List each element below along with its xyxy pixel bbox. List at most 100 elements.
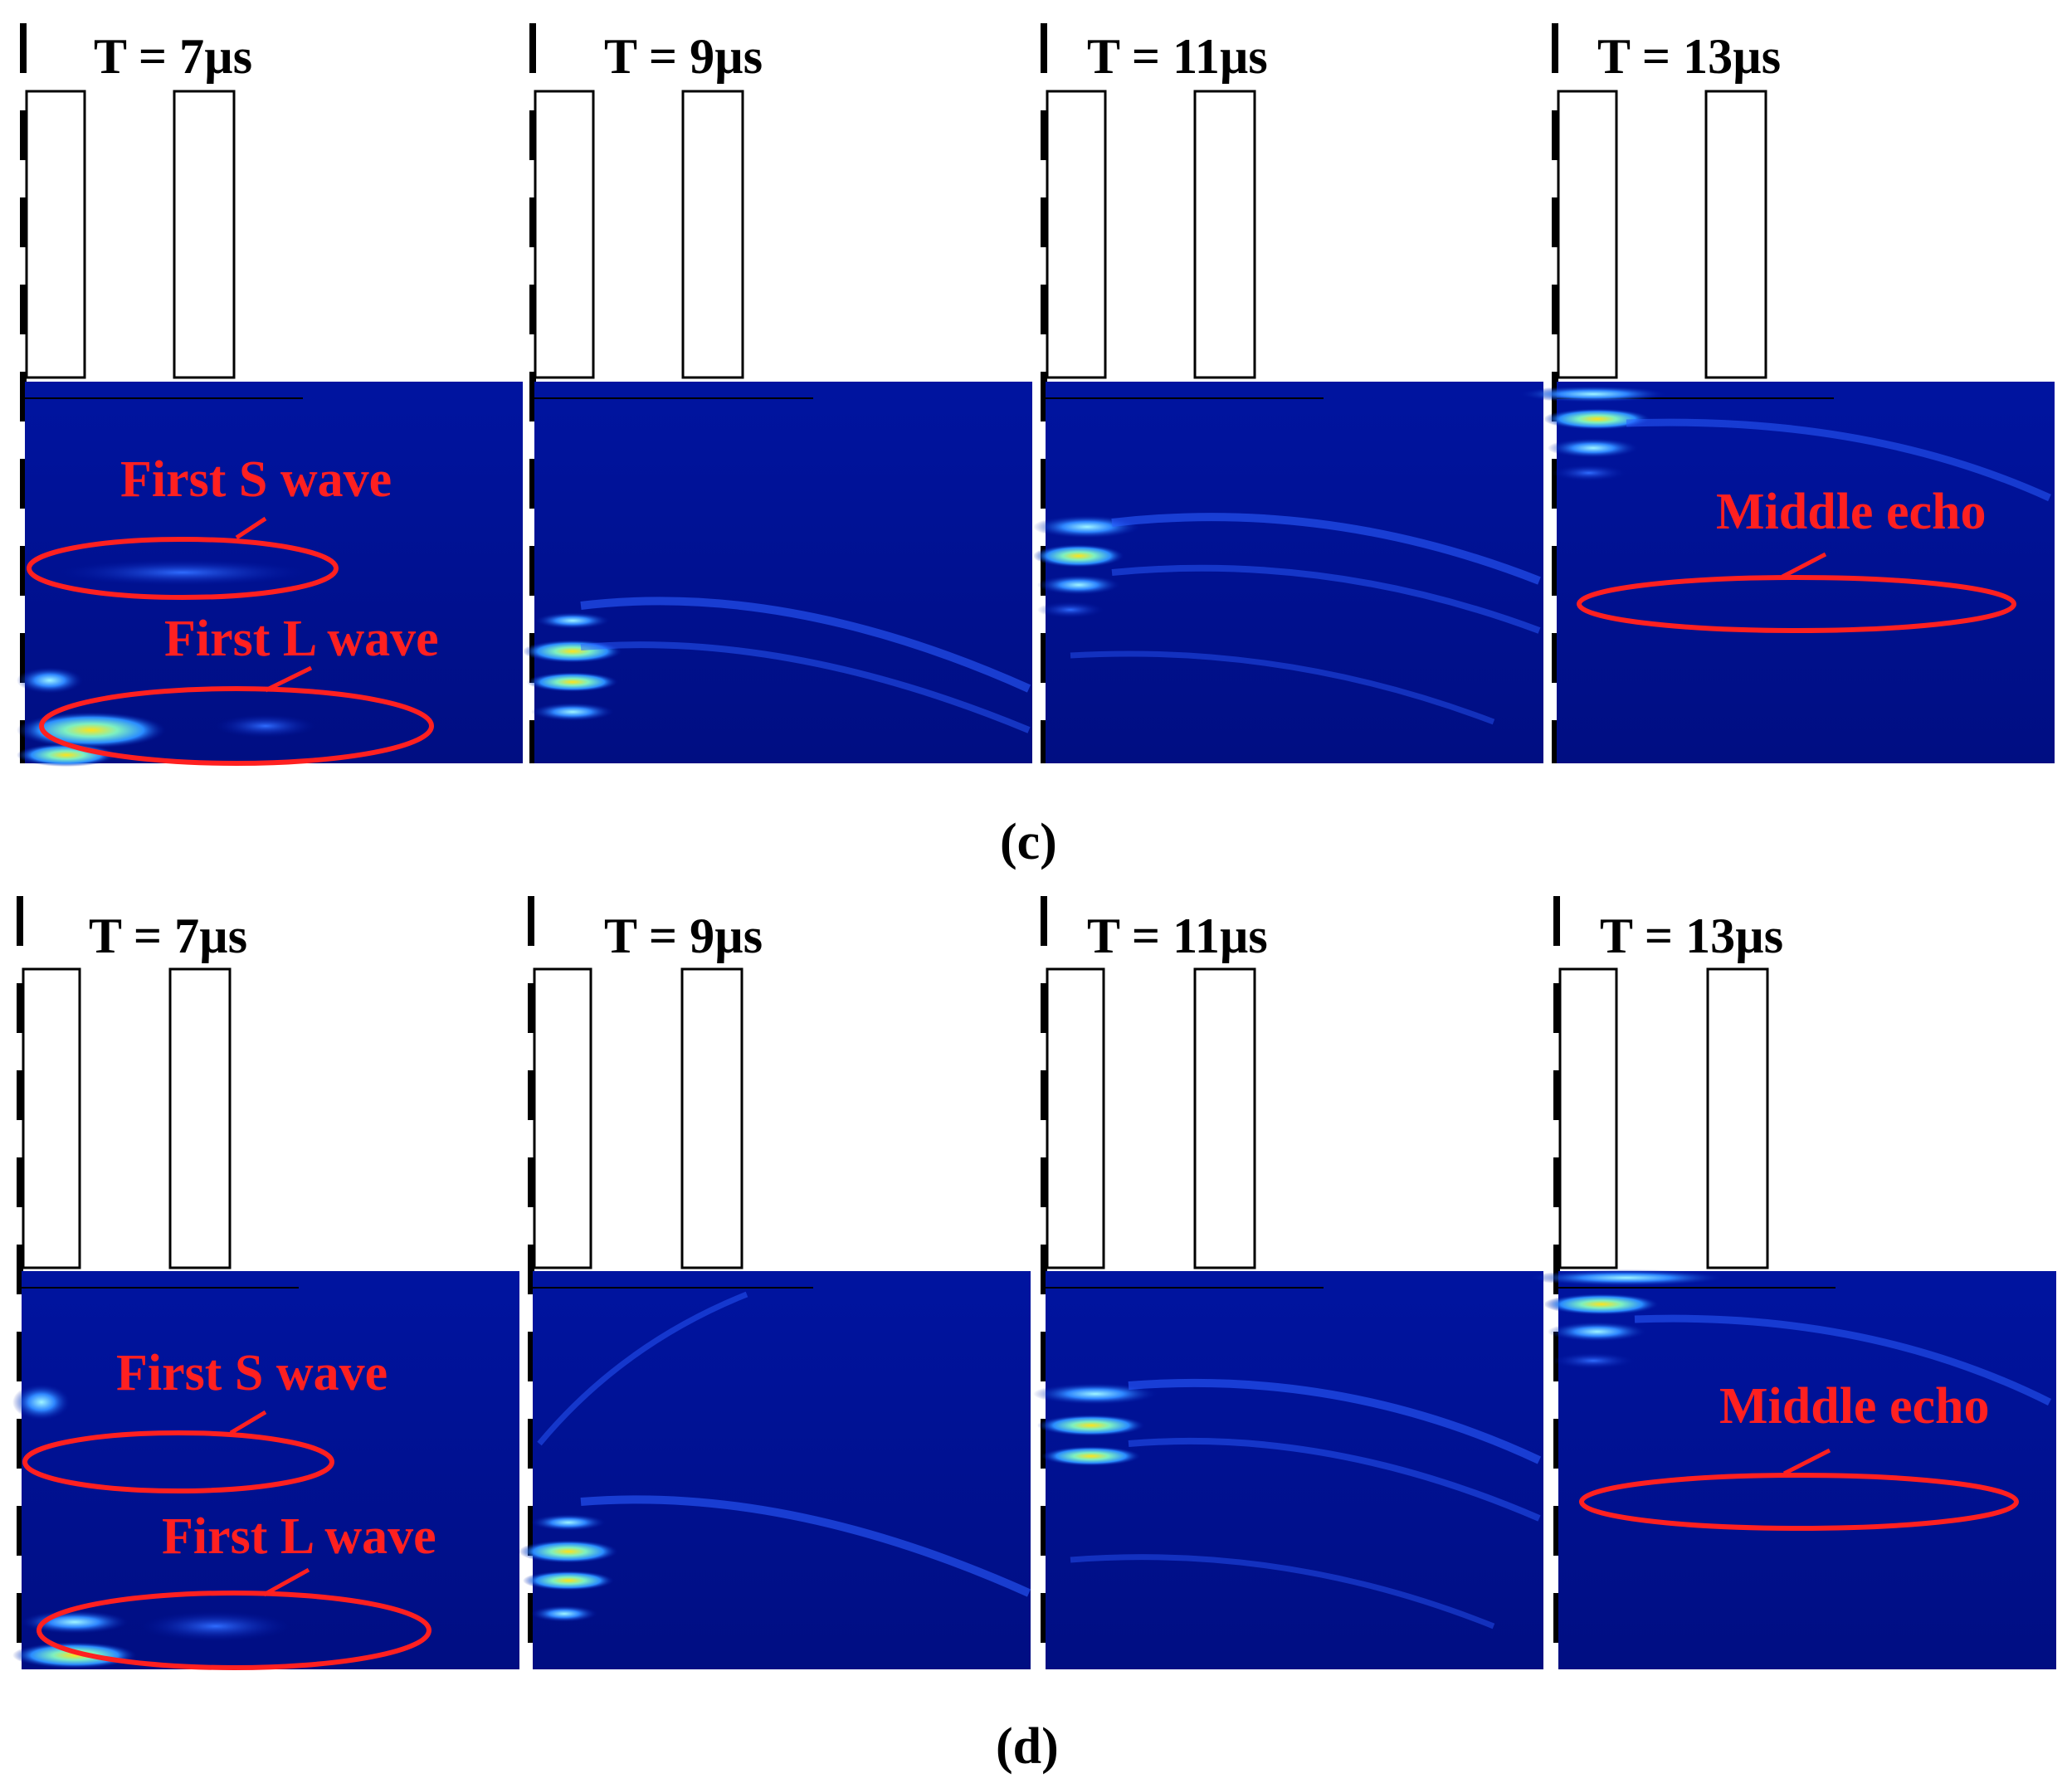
transducer-right	[680, 967, 743, 1269]
annotation-pointer	[229, 1410, 267, 1435]
panel-c-t7: T = 7µs First S wave First L wave	[17, 23, 523, 767]
time-label: T = 9µs	[604, 909, 763, 963]
wave-pattern	[531, 1605, 597, 1622]
wave-pattern	[216, 714, 315, 738]
row-d: T = 7µs First S wave First L wave T = 9µ…	[12, 896, 2056, 1775]
wave-pattern	[1111, 564, 1541, 634]
time-label: T = 9µs	[604, 29, 763, 84]
wave-pattern	[580, 1495, 1031, 1597]
annotation-ellipse	[39, 686, 434, 766]
wave-field	[1046, 1271, 1543, 1669]
wave-pattern	[580, 597, 1031, 693]
wave-pattern	[1543, 1293, 1660, 1315]
wave-pattern	[537, 1291, 748, 1446]
wave-pattern	[1626, 418, 2051, 502]
wave-pattern	[1128, 1437, 1541, 1522]
annotation-label: First S wave	[116, 1345, 388, 1401]
transducer-left	[533, 967, 592, 1269]
transducer-right	[173, 90, 236, 379]
annotation-label: Middle echo	[1719, 1378, 1989, 1435]
panel-d-t11: T = 11µs	[1033, 896, 1543, 1672]
wave-pattern	[17, 712, 166, 748]
wave-field	[22, 1271, 519, 1669]
wave-pattern	[580, 641, 1031, 733]
wave-pattern	[1037, 575, 1120, 595]
annotation-label: Middle echo	[1716, 484, 1986, 540]
wave-field	[1558, 1271, 2056, 1669]
wave-pattern	[527, 672, 618, 692]
wave-pattern	[523, 1571, 614, 1591]
wave-pattern	[531, 1514, 606, 1531]
panel-d-t9: T = 9µs	[519, 896, 1031, 1672]
time-label: T = 7µs	[89, 909, 247, 963]
wave-pattern	[1111, 513, 1541, 585]
annotation-label: First L wave	[162, 1508, 436, 1565]
annotation-ellipse	[1579, 1473, 2019, 1531]
wave-pattern	[141, 1611, 290, 1641]
transducer-left	[1046, 90, 1107, 379]
wave-pattern	[1552, 465, 1626, 481]
transducer-left	[1558, 967, 1618, 1269]
annotation-ellipse	[22, 1430, 334, 1493]
wave-pattern	[21, 1610, 129, 1634]
transducer-right	[168, 967, 232, 1269]
annotation-label: First S wave	[120, 451, 392, 508]
wave-pattern	[58, 559, 307, 586]
wave-pattern	[1070, 1554, 1495, 1630]
wave-pattern	[1543, 408, 1651, 430]
panel-c-t9: T = 9µs	[523, 23, 1032, 763]
annotation-pointer	[262, 1567, 310, 1597]
wave-pattern	[1527, 1269, 1726, 1286]
annotation-ellipse	[1577, 575, 2016, 633]
transducer-right	[1706, 967, 1769, 1269]
panel-d-t13: T = 13µs Middle echo	[1527, 896, 2056, 1672]
wave-pattern	[12, 1384, 71, 1420]
time-label: T = 11µs	[1087, 29, 1268, 84]
panel-c-t13: T = 13µs Middle echo	[1519, 23, 2055, 763]
wave-pattern	[519, 1540, 618, 1563]
wave-pattern	[1033, 544, 1124, 568]
time-label: T = 11µs	[1087, 909, 1268, 963]
wave-pattern	[1552, 1352, 1635, 1369]
wave-pattern	[1037, 1415, 1145, 1436]
wave-pattern	[531, 703, 614, 721]
panel-c-t11: T = 11µs	[1033, 23, 1543, 763]
time-label: T = 13µs	[1600, 909, 1783, 963]
row-caption: (d)	[996, 1718, 1059, 1775]
transducer-right	[1193, 967, 1256, 1269]
transducer-left	[1046, 967, 1105, 1269]
wave-pattern	[1033, 1383, 1158, 1405]
panel-d-t7: T = 7µs First S wave First L wave	[12, 896, 519, 1672]
annotation-pointer	[1782, 1448, 1831, 1476]
annotation-pointer	[1781, 552, 1827, 579]
time-label: T = 7µs	[94, 29, 252, 84]
wave-field	[1557, 382, 2055, 763]
transducer-right	[1193, 90, 1256, 379]
wave-pattern	[1041, 1446, 1141, 1466]
annotation-pointer	[264, 665, 313, 693]
transducer-left	[534, 90, 595, 379]
annotation-pointer	[235, 516, 267, 540]
annotation-label: First L wave	[164, 611, 439, 667]
wave-pattern	[1634, 1314, 2052, 1406]
wave-pattern	[1037, 602, 1104, 618]
transducer-right	[681, 90, 744, 379]
wave-pattern	[1548, 1322, 1647, 1342]
row-c: T = 7µs First S wave First L wave T = 9µ…	[17, 23, 2055, 870]
wave-field	[533, 1271, 1031, 1669]
time-label: T = 13µs	[1597, 29, 1781, 84]
wave-pattern	[1519, 386, 1668, 402]
transducer-left	[1557, 90, 1618, 379]
transducer-right	[1704, 90, 1767, 379]
annotation-ellipse	[37, 1591, 431, 1670]
wave-pattern	[535, 612, 610, 629]
wave-pattern	[1128, 1378, 1542, 1464]
wave-pattern	[1070, 650, 1495, 725]
wave-pattern	[17, 667, 83, 694]
transducer-left	[22, 967, 81, 1269]
wave-pattern	[1548, 438, 1639, 458]
row-caption: (c)	[1000, 814, 1057, 870]
transducer-left	[25, 90, 86, 379]
wave-pattern	[12, 1642, 137, 1669]
